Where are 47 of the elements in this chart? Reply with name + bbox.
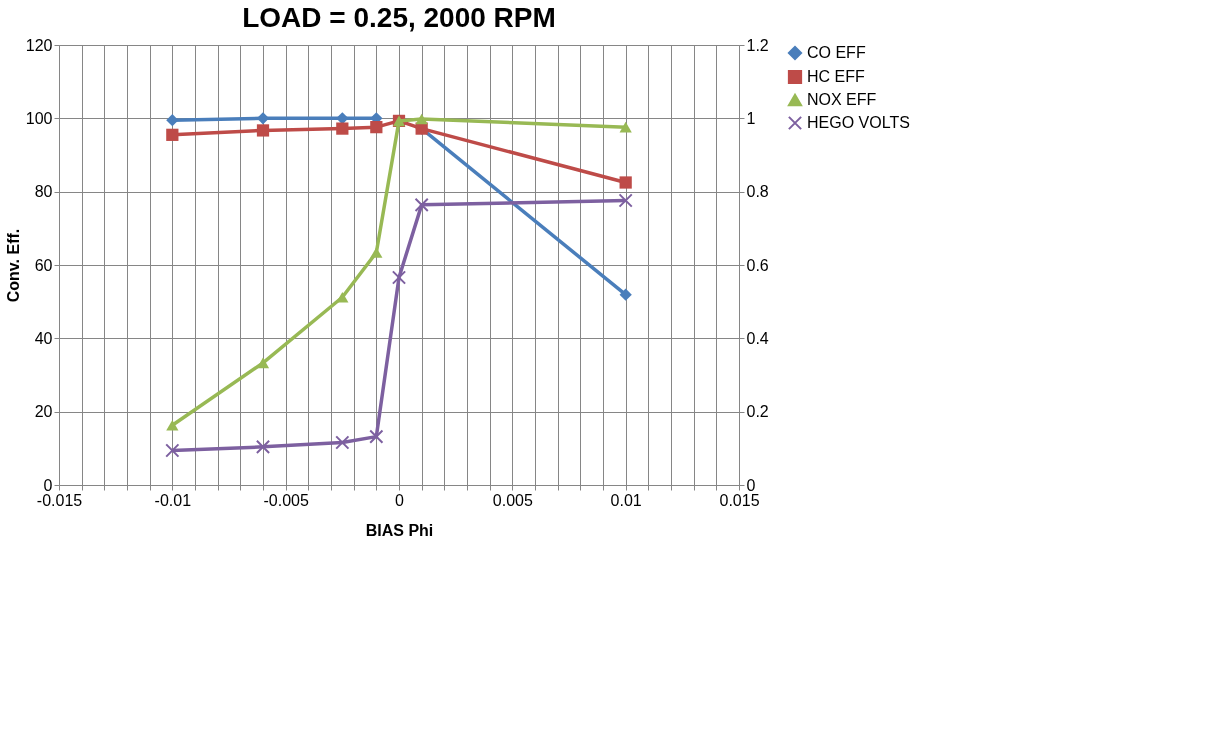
- point: [336, 122, 349, 135]
- y2-tick-label: 0.6: [746, 256, 769, 274]
- y2-tick-label: 1: [746, 109, 756, 127]
- point: [256, 124, 270, 137]
- legend-label: CO EFF: [807, 44, 866, 61]
- x-tick-label: 0.01: [610, 491, 642, 509]
- point: [166, 128, 179, 141]
- y-tick-label: 100: [25, 109, 53, 127]
- legend-label: HEGO VOLTS: [807, 114, 910, 131]
- point: [369, 429, 384, 444]
- point: [370, 121, 383, 134]
- x-tick-label: -0.01: [154, 491, 192, 509]
- x-tick-label: 0.015: [719, 491, 760, 509]
- y2-tick-label: 0.2: [746, 403, 769, 421]
- x-tick-label: 0.005: [492, 491, 533, 509]
- point: [370, 247, 383, 258]
- y-tick-label: 40: [34, 329, 53, 347]
- point: [256, 112, 270, 125]
- y2-tick-label: 0.8: [746, 183, 769, 201]
- point: [618, 193, 633, 208]
- x-tick-label: 0: [395, 491, 405, 509]
- point: [255, 439, 271, 454]
- y-tick-label: 20: [34, 403, 53, 421]
- point: [391, 270, 407, 285]
- y2-tick-label: 0.4: [746, 329, 769, 347]
- y-axis-title: Conv. Eff.: [4, 228, 22, 303]
- y-tick-label: 80: [34, 183, 53, 201]
- x-tick-label: -0.005: [263, 491, 309, 509]
- point: [619, 121, 632, 133]
- y2-tick-label: 0: [746, 476, 756, 494]
- point: [256, 357, 270, 369]
- point: [415, 113, 428, 125]
- point: [414, 197, 429, 212]
- point: [335, 435, 350, 450]
- legend-label: HC EFF: [807, 68, 865, 85]
- point: [165, 443, 180, 458]
- chart-title: LOAD = 0.25, 2000 RPM: [242, 2, 556, 33]
- x-tick-label: -0.015: [36, 491, 83, 509]
- y-tick-label: 60: [34, 256, 53, 274]
- y-tick-label: 120: [25, 36, 53, 54]
- legend-label: NOX EFF: [807, 91, 877, 108]
- point: [166, 419, 179, 431]
- x-axis-title: BIAS Phi: [365, 521, 434, 539]
- y-tick-label: 0: [43, 476, 53, 494]
- point: [619, 288, 632, 301]
- y2-tick-label: 1.2: [746, 36, 769, 54]
- point: [619, 176, 632, 189]
